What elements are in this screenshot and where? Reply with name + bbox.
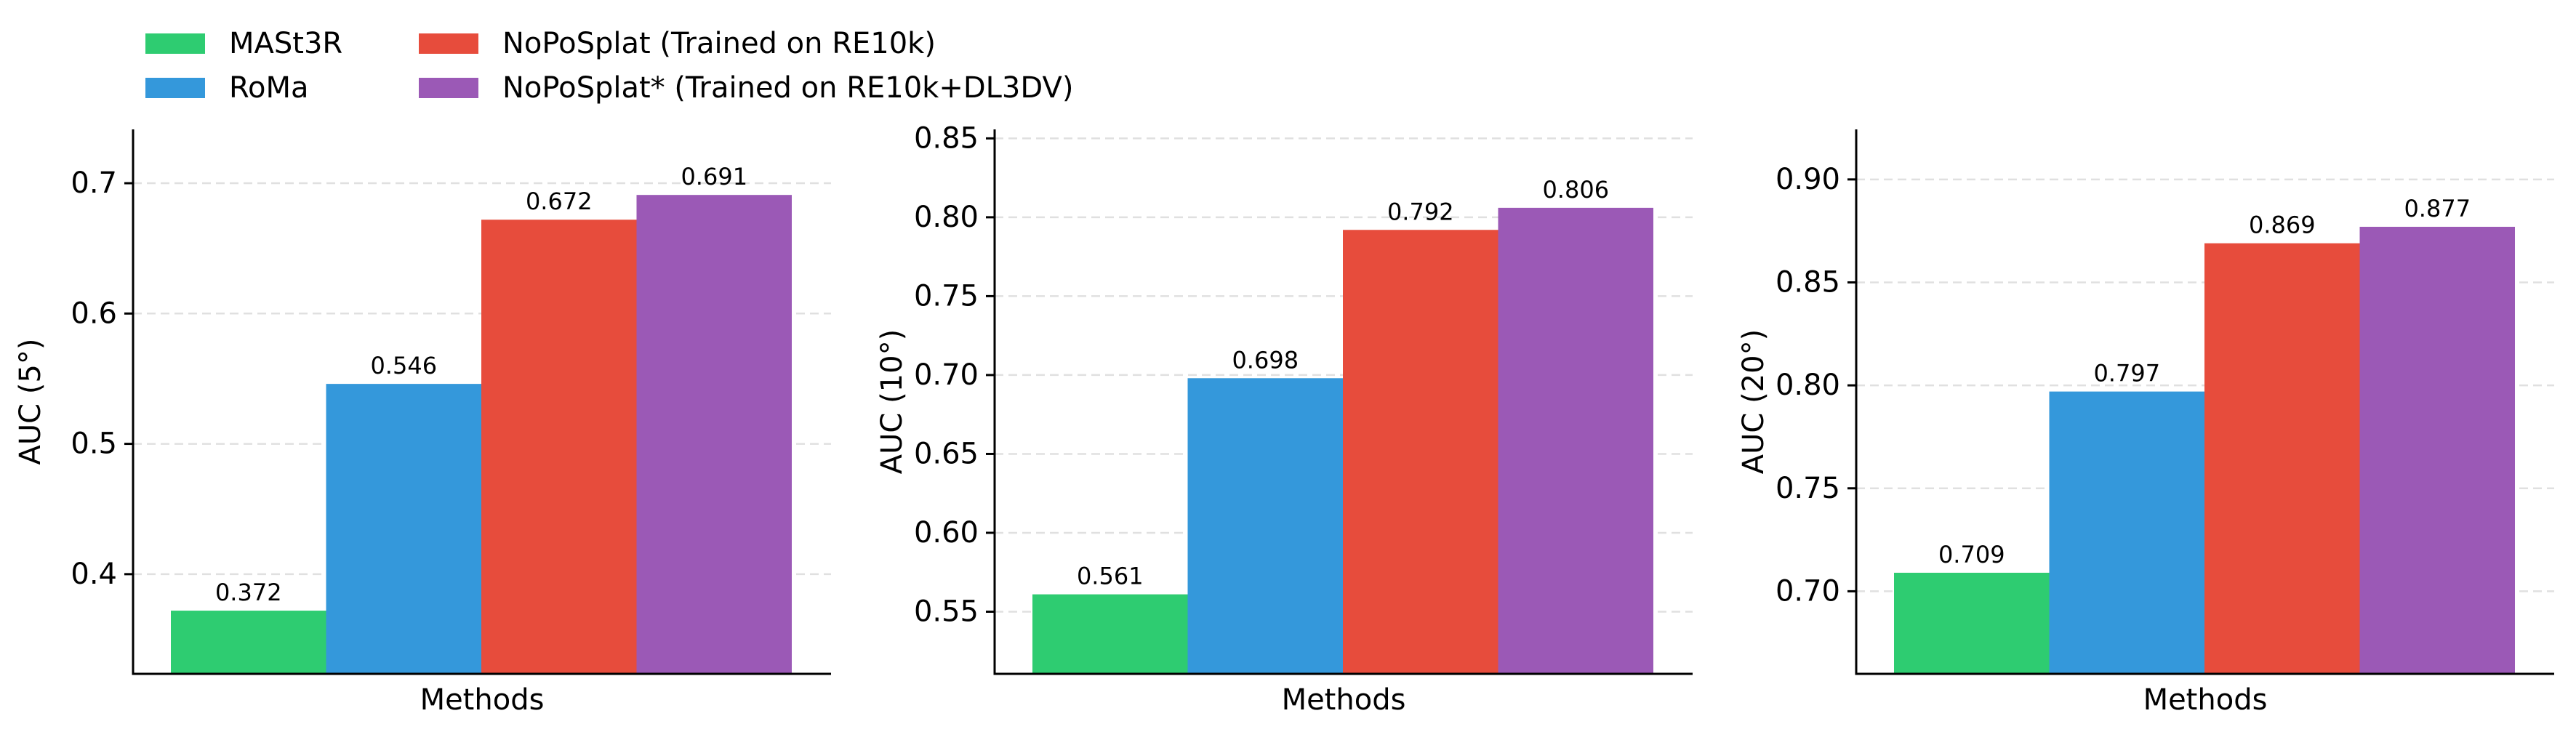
y-tick-label: 0.75 xyxy=(914,279,979,313)
bar-noposplat-trained-on-re10k xyxy=(1343,230,1498,674)
chart-panels: 0.372 0.546 0.672 0.691 0.4 0.5 0.6 0.7 AUC (5°)… xyxy=(14,121,2554,717)
bar-value-label: 0.806 xyxy=(1542,176,1609,204)
y-tick-label: 0.70 xyxy=(1775,574,1840,608)
bar-mast3r xyxy=(1894,572,2050,674)
bar-value-label: 0.546 xyxy=(370,352,437,379)
legend: MASt3R RoMa NoPoSplat (Trained on RE10k) No… xyxy=(145,27,1073,105)
legend-label: RoMa xyxy=(229,71,309,105)
bar-value-label: 0.709 xyxy=(1938,541,2005,568)
bar-value-label: 0.698 xyxy=(1232,346,1299,374)
bar-value-label: 0.797 xyxy=(2093,360,2160,387)
y-tick-label: 0.6 xyxy=(71,297,117,330)
legend-swatch xyxy=(145,33,205,54)
bar-noposplat-trained-on-re10k-dl3dv xyxy=(636,195,792,674)
legend-label: NoPoSplat* (Trained on RE10k+DL3DV) xyxy=(502,71,1073,105)
y-tick-label: 0.60 xyxy=(914,516,979,550)
y-tick-label: 0.65 xyxy=(914,437,979,470)
bar-mast3r xyxy=(1032,594,1188,674)
legend-swatch xyxy=(419,78,478,98)
bar-noposplat-trained-on-re10k-dl3dv xyxy=(2359,226,2515,675)
x-axis-label: Methods xyxy=(420,683,545,717)
y-tick-label: 0.4 xyxy=(71,558,117,591)
y-axis-label: AUC (10°) xyxy=(875,329,909,474)
bar-noposplat-trained-on-re10k-dl3dv xyxy=(1498,207,1653,674)
y-tick-label: 0.80 xyxy=(914,201,979,234)
bar-noposplat-trained-on-re10k xyxy=(481,220,637,675)
legend-item-roma: RoMa xyxy=(145,71,309,105)
x-axis-label: Methods xyxy=(2143,683,2268,717)
bar-noposplat-trained-on-re10k xyxy=(2204,243,2360,674)
bar-value-label: 0.372 xyxy=(215,579,282,606)
chart-panel-3: 0.709 0.797 0.869 0.877 0.70 0.75 0.80 0.85 0.90… xyxy=(1737,129,2554,717)
bar-value-label: 0.792 xyxy=(1387,198,1454,225)
bar-roma xyxy=(2049,391,2204,674)
legend-item-noposplat-trained-on-re10k: NoPoSplat (Trained on RE10k) xyxy=(419,27,936,60)
y-tick-label: 0.5 xyxy=(71,427,117,461)
bar-roma xyxy=(1187,378,1343,674)
y-tick-label: 0.55 xyxy=(914,595,979,628)
y-tick-label: 0.80 xyxy=(1775,369,1840,402)
legend-label: MASt3R xyxy=(229,27,342,60)
bar-value-label: 0.877 xyxy=(2404,195,2471,222)
legend-item-mast3r: MASt3R xyxy=(145,27,342,60)
x-axis-label: Methods xyxy=(1282,683,1406,717)
y-axis-label: AUC (20°) xyxy=(1737,329,1770,474)
bar-value-label: 0.691 xyxy=(681,163,747,190)
legend-swatch xyxy=(145,78,205,98)
bar-value-label: 0.869 xyxy=(2249,212,2316,239)
y-tick-label: 0.75 xyxy=(1775,472,1840,505)
bar-value-label: 0.672 xyxy=(526,188,593,215)
legend-swatch xyxy=(419,33,478,54)
y-tick-label: 0.85 xyxy=(914,121,979,155)
y-tick-label: 0.70 xyxy=(914,358,979,392)
y-tick-label: 0.90 xyxy=(1775,163,1840,196)
legend-item-noposplat-trained-on-re10k-dl3dv: NoPoSplat* (Trained on RE10k+DL3DV) xyxy=(419,71,1073,105)
legend-label: NoPoSplat (Trained on RE10k) xyxy=(502,27,936,60)
y-axis-label: AUC (5°) xyxy=(14,339,47,465)
bar-mast3r xyxy=(171,611,326,674)
bar-roma xyxy=(326,384,481,674)
bar-value-label: 0.561 xyxy=(1077,563,1144,590)
y-tick-label: 0.7 xyxy=(71,166,117,200)
chart-panel-2: 0.561 0.698 0.792 0.806 0.55 0.60 0.65 0.70 0.75… xyxy=(875,121,1693,717)
y-tick-label: 0.85 xyxy=(1775,265,1840,299)
chart-panel-1: 0.372 0.546 0.672 0.691 0.4 0.5 0.6 0.7 AUC (5°)… xyxy=(14,129,831,717)
